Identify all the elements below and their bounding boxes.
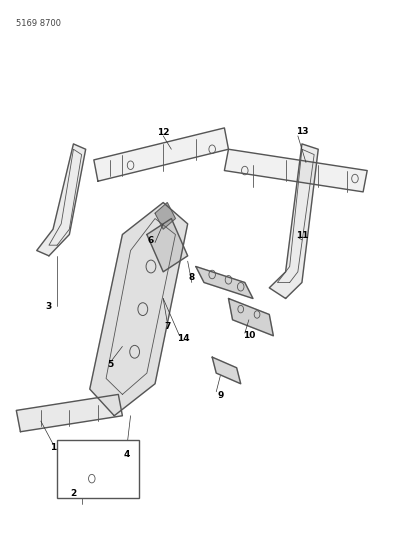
Text: 12: 12 [157, 128, 169, 136]
FancyBboxPatch shape [57, 440, 139, 498]
Text: 13: 13 [296, 127, 308, 136]
Polygon shape [90, 203, 188, 416]
Text: 14: 14 [177, 334, 190, 343]
Polygon shape [196, 266, 253, 298]
Polygon shape [224, 149, 367, 192]
Polygon shape [78, 472, 110, 485]
Polygon shape [269, 144, 318, 298]
Text: 5169 8700: 5169 8700 [16, 19, 61, 28]
Text: 7: 7 [164, 322, 171, 330]
Polygon shape [37, 144, 86, 256]
Text: 10: 10 [243, 332, 255, 340]
Text: 11: 11 [296, 231, 308, 240]
Polygon shape [155, 203, 175, 229]
Text: 6: 6 [148, 237, 154, 245]
Text: 4: 4 [123, 450, 130, 458]
Polygon shape [16, 394, 122, 432]
Text: 5: 5 [107, 360, 113, 369]
Polygon shape [228, 298, 273, 336]
Text: 8: 8 [188, 273, 195, 281]
Text: 1: 1 [50, 443, 56, 452]
Text: 9: 9 [217, 391, 224, 400]
Text: 3: 3 [46, 302, 52, 311]
Polygon shape [212, 357, 241, 384]
Text: 2: 2 [70, 489, 77, 498]
Polygon shape [94, 128, 228, 181]
Polygon shape [147, 219, 188, 272]
